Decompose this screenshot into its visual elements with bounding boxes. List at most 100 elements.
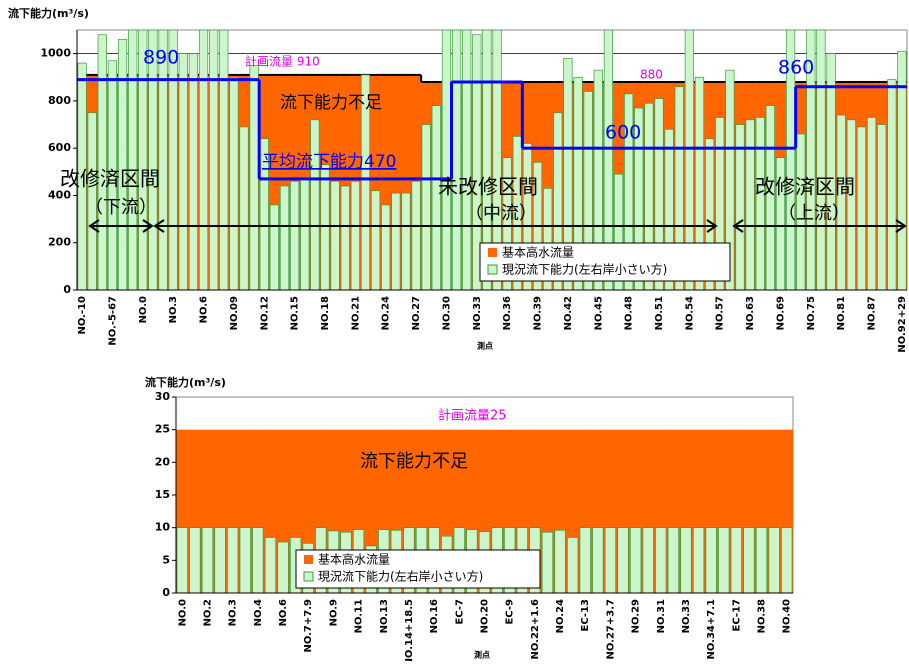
x-tick-label: NO.69: [775, 296, 786, 330]
y-tick-label: 0: [162, 586, 170, 599]
x-tick-label: NO.24: [381, 296, 392, 330]
y-tick-label: 800: [48, 94, 71, 107]
annotation: （上流）: [778, 203, 850, 224]
x-tick-label: NO.18: [320, 296, 331, 330]
bar: [692, 527, 705, 594]
bar: [866, 117, 877, 291]
bar: [768, 527, 780, 594]
bar: [554, 529, 566, 594]
annotation: 600: [605, 122, 641, 144]
bar: [97, 34, 107, 291]
arrow-head: [895, 219, 907, 233]
annotation: 改修済区間: [755, 175, 855, 199]
x-tick-label: EC-13: [580, 599, 591, 632]
bar: [279, 74, 290, 290]
legend-box: [295, 549, 541, 589]
legend-swatch: [487, 264, 498, 275]
legend-label: 基本高水流量: [502, 245, 574, 260]
y-tick-label: 400: [48, 188, 71, 201]
annotation: 未改修区間: [438, 175, 538, 199]
x-tick-label: NO.15: [290, 296, 301, 330]
x-tick-label: NO.45: [593, 296, 604, 330]
bar: [178, 53, 188, 291]
bar: [214, 527, 226, 594]
x-tick-label: NO.16: [429, 599, 440, 633]
x-tick-label: NO.24: [555, 599, 566, 633]
legend-label: 基本高水流量: [318, 552, 390, 567]
y-tick-label: 30: [155, 390, 171, 403]
x-tick-label: NO.-10: [77, 296, 88, 335]
x-tick-label: NO.30: [441, 296, 452, 330]
bar: [269, 204, 279, 291]
x-tick-label: NO.27: [411, 296, 422, 330]
bar: [887, 79, 897, 291]
bar: [755, 117, 765, 291]
bar: [743, 527, 755, 594]
x-tick-label: NO.81: [836, 296, 847, 330]
arrow-head: [142, 219, 154, 233]
bar: [730, 527, 742, 594]
y-tick-label: 20: [155, 455, 171, 468]
bar: [340, 74, 351, 290]
x-tick-label: NO.87: [867, 296, 878, 330]
bar: [667, 527, 680, 594]
bar: [421, 124, 431, 291]
legend-swatch: [488, 248, 497, 257]
x-tick-label: NO.0: [177, 599, 188, 626]
x-tick-label: NO.9: [328, 599, 339, 626]
bar: [229, 76, 239, 291]
bar: [279, 185, 290, 291]
annotation: 860: [778, 57, 814, 79]
x-tick-label: EC-7: [454, 599, 465, 625]
bar: [781, 527, 793, 594]
x-tick-label: NO.0: [138, 296, 149, 323]
x-tick-label: NO.6: [199, 296, 210, 323]
bar: [592, 527, 604, 594]
bar: [718, 527, 730, 594]
bar: [277, 541, 289, 594]
annotation: （下流）: [85, 197, 157, 218]
x-tick-label: EC-9: [505, 599, 516, 625]
bar: [390, 74, 402, 290]
x-tick-label: NO.20: [480, 599, 491, 633]
bar: [745, 119, 755, 291]
bar: [755, 527, 768, 594]
legend-swatch: [304, 555, 313, 564]
bar: [227, 527, 239, 594]
bar: [330, 180, 340, 291]
bar: [462, 29, 472, 291]
bar: [148, 29, 158, 291]
x-tick-label: NO.51: [654, 296, 665, 330]
x-tick-label: NO.34+7.1: [706, 599, 717, 660]
arrow-head: [706, 219, 718, 233]
annotation: 平均流下能力470: [262, 152, 396, 172]
y-tick-label: 5: [162, 553, 170, 566]
x-tick-label: NO.09: [229, 296, 240, 330]
bar: [209, 29, 219, 291]
bar: [381, 204, 391, 291]
x-tick-label: NO.29: [631, 599, 642, 633]
bar: [401, 192, 411, 291]
bar: [680, 527, 692, 594]
annotation: 流下能力不足: [360, 451, 468, 472]
y-tick-label: 200: [48, 236, 71, 249]
bar: [300, 178, 310, 291]
bar: [269, 74, 280, 290]
x-tick-label: NO.27+3.7: [605, 599, 616, 660]
bar: [451, 29, 462, 291]
bar: [168, 29, 178, 291]
bar: [604, 527, 617, 594]
bar: [567, 537, 579, 594]
x-tick-label: NO.12: [259, 296, 270, 330]
annotation: 計画流量25: [438, 408, 507, 424]
bar: [158, 29, 168, 291]
legend-label: 現況流下能力(左右岸小さい方): [318, 569, 483, 584]
arrow-head: [732, 219, 744, 233]
y-tick-label: 0: [63, 283, 71, 296]
bar: [176, 527, 188, 594]
bar: [189, 527, 201, 594]
bar: [239, 527, 251, 594]
bar: [310, 119, 320, 291]
bar: [117, 39, 128, 291]
x-tick-label: NO.40: [782, 599, 793, 633]
